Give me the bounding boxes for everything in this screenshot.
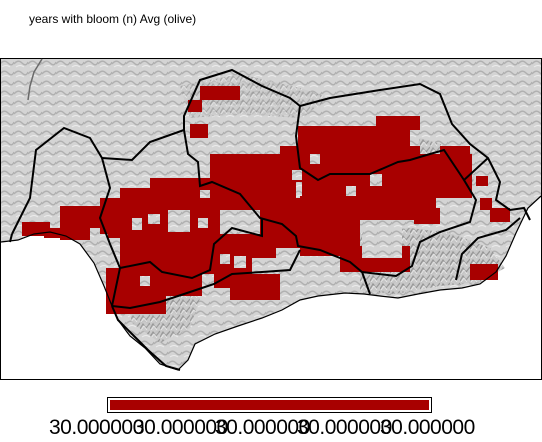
legend-label: 30.000000 bbox=[297, 416, 392, 439]
coastline bbox=[0, 195, 542, 371]
legend-label: 30.000000 bbox=[49, 416, 144, 439]
legend-label: 30.000000 bbox=[380, 416, 475, 439]
map-title: years with bloom (n) Avg (olive) bbox=[29, 12, 197, 26]
legend-color-fill bbox=[110, 400, 429, 410]
legend-label: 30.000000 bbox=[215, 416, 310, 439]
portugal-border bbox=[27, 58, 43, 101]
andalusia-map bbox=[0, 58, 542, 380]
morena-relief bbox=[180, 74, 330, 118]
bloom-gaps bbox=[96, 154, 402, 286]
legend-label: 30.000000 bbox=[133, 416, 228, 439]
legend-labels: 30.000000 30.000000 30.000000 30.000000 … bbox=[0, 416, 542, 442]
map-view[interactable] bbox=[0, 58, 542, 380]
bloom-area bbox=[22, 86, 510, 314]
legend-color-bar bbox=[107, 397, 432, 413]
